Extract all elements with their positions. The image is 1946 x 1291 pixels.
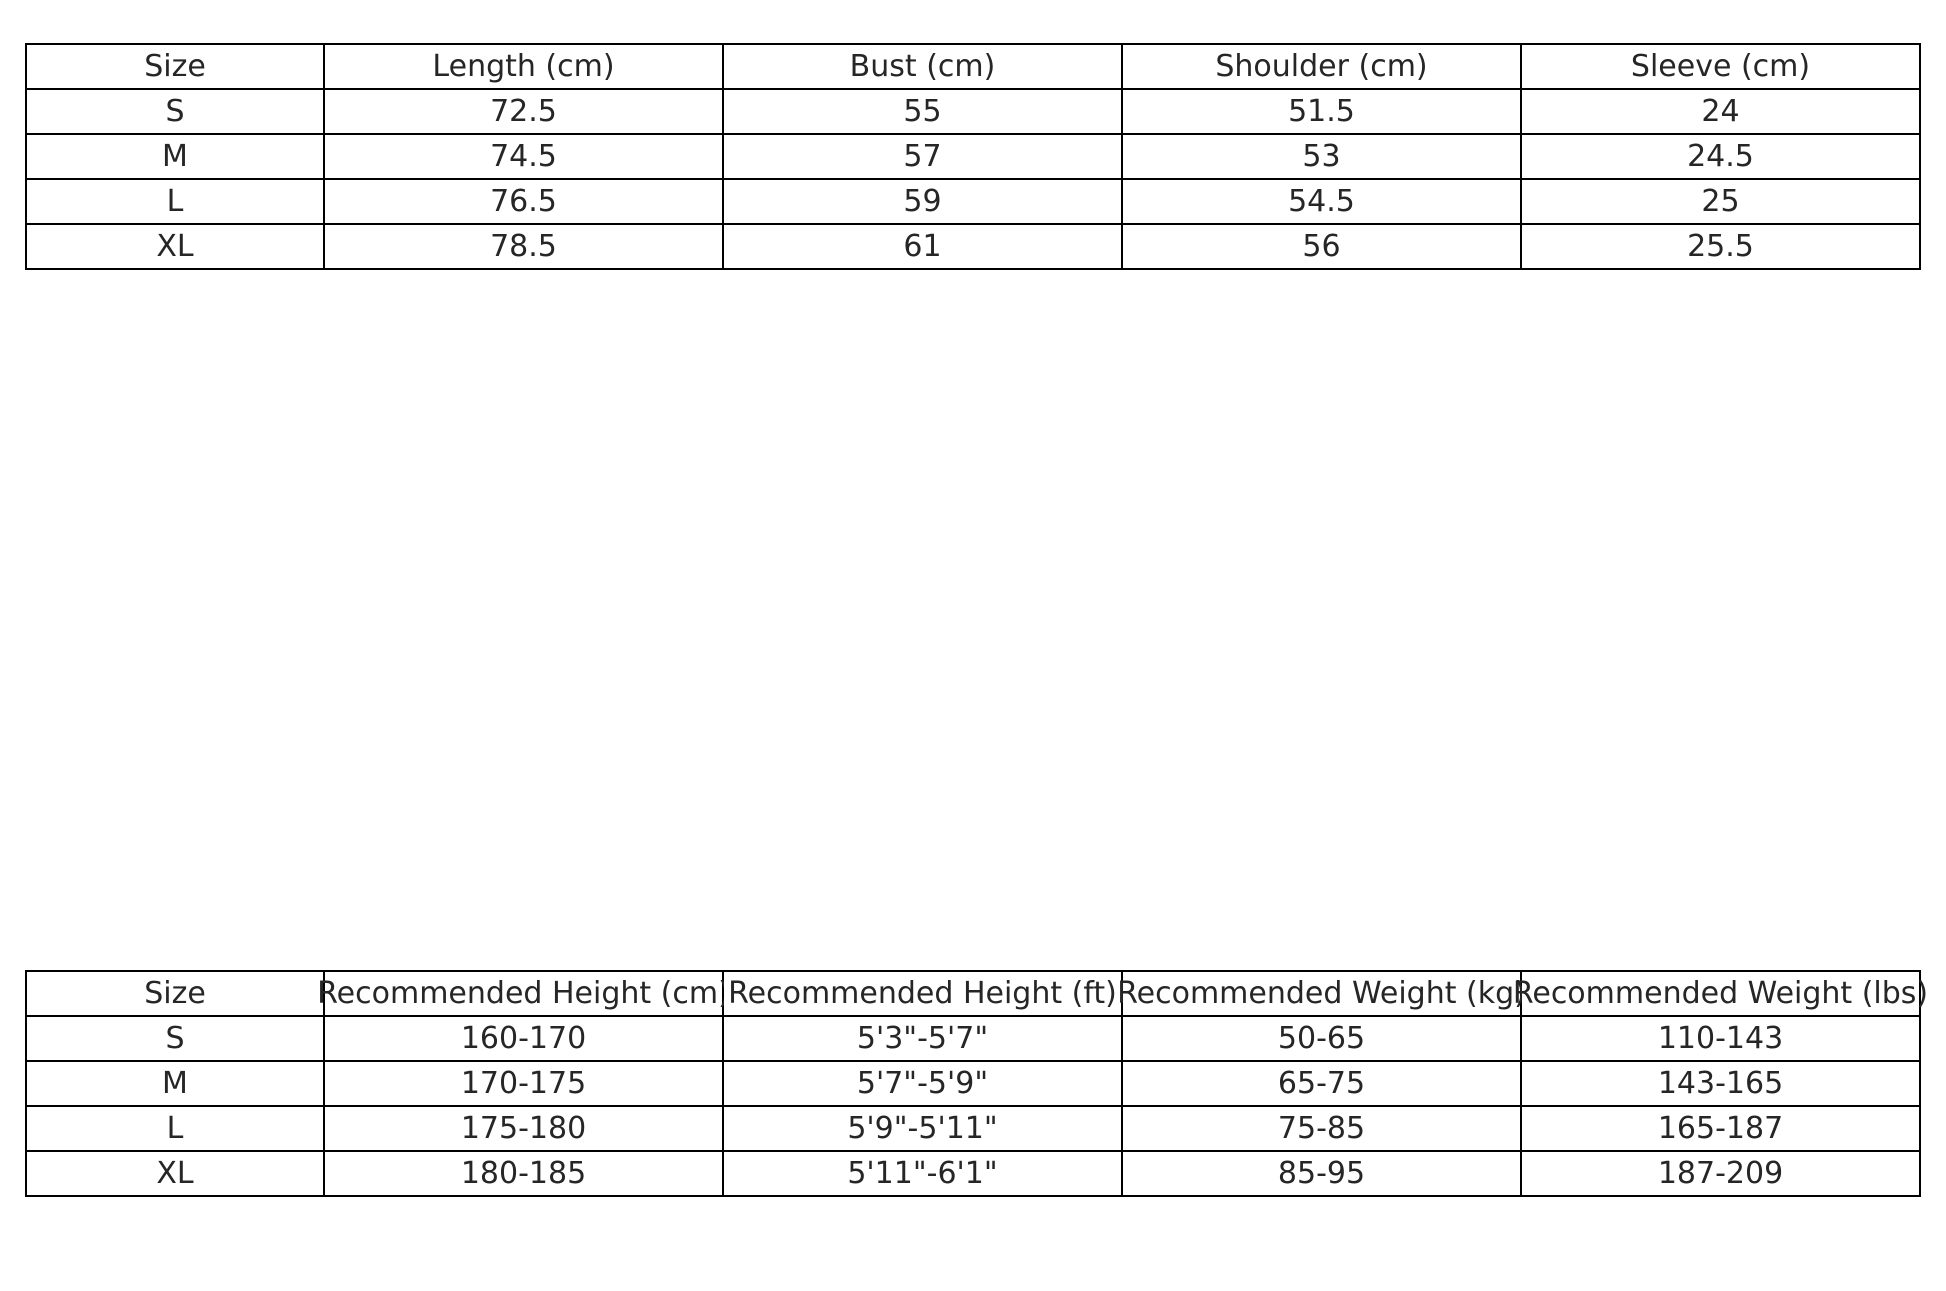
cell-height-cm: 175-180 xyxy=(323,1105,724,1152)
column-header-length: Length (cm) xyxy=(323,43,724,90)
cell-sleeve: 25 xyxy=(1520,178,1921,225)
cell-height-ft: 5'9"-5'11" xyxy=(722,1105,1123,1152)
cell-length: 78.5 xyxy=(323,223,724,270)
cell-length: 74.5 xyxy=(323,133,724,180)
cell-height-ft: 5'11"-6'1" xyxy=(722,1150,1123,1197)
cell-size: S xyxy=(25,88,325,135)
cell-bust: 55 xyxy=(722,88,1123,135)
table-row: M 170-175 5'7"-5'9" 65-75 143-165 xyxy=(25,1060,1921,1107)
column-header-recommended-height-cm-label: Recommended Height (cm) xyxy=(317,976,730,1011)
cell-height-ft: 5'7"-5'9" xyxy=(722,1060,1123,1107)
cell-size: M xyxy=(25,133,325,180)
column-header-size: Size xyxy=(25,43,325,90)
column-header-recommended-height-ft-label: Recommended Height (ft) xyxy=(728,976,1117,1011)
table-row: XL 180-185 5'11"-6'1" 85-95 187-209 xyxy=(25,1150,1921,1197)
column-header-recommended-weight-kg: Recommended Weight (kg) xyxy=(1117,970,1526,1017)
cell-shoulder: 51.5 xyxy=(1121,88,1522,135)
table-header-row: Size Recommended Height (cm) Recommended… xyxy=(25,970,1928,1017)
column-header-sleeve: Sleeve (cm) xyxy=(1520,43,1921,90)
body-recommendations-table: Size Recommended Height (cm) Recommended… xyxy=(25,970,1928,1197)
cell-bust: 61 xyxy=(722,223,1123,270)
column-header-recommended-weight-lbs: Recommended Weight (lbs) xyxy=(1513,970,1928,1017)
cell-size: L xyxy=(25,1105,325,1152)
cell-length: 76.5 xyxy=(323,178,724,225)
column-header-recommended-height-ft: Recommended Height (ft) xyxy=(722,970,1123,1017)
cell-weight-lbs: 165-187 xyxy=(1520,1105,1921,1152)
cell-length: 72.5 xyxy=(323,88,724,135)
cell-height-cm: 160-170 xyxy=(323,1015,724,1062)
cell-height-cm: 170-175 xyxy=(323,1060,724,1107)
cell-weight-lbs: 143-165 xyxy=(1520,1060,1921,1107)
cell-sleeve: 24.5 xyxy=(1520,133,1921,180)
cell-shoulder: 56 xyxy=(1121,223,1522,270)
cell-size: XL xyxy=(25,223,325,270)
column-header-shoulder: Shoulder (cm) xyxy=(1121,43,1522,90)
column-header-recommended-weight-lbs-label: Recommended Weight (lbs) xyxy=(1512,976,1929,1011)
garment-measurements-table: Size Length (cm) Bust (cm) Shoulder (cm)… xyxy=(25,43,1921,270)
cell-bust: 57 xyxy=(722,133,1123,180)
column-header-size-label: Size xyxy=(144,976,206,1011)
table-row: S 160-170 5'3"-5'7" 50-65 110-143 xyxy=(25,1015,1921,1062)
table-row: L 76.5 59 54.5 25 xyxy=(25,178,1921,225)
column-header-bust: Bust (cm) xyxy=(722,43,1123,90)
cell-size: XL xyxy=(25,1150,325,1197)
table-row: S 72.5 55 51.5 24 xyxy=(25,88,1921,135)
cell-sleeve: 25.5 xyxy=(1520,223,1921,270)
cell-height-ft: 5'3"-5'7" xyxy=(722,1015,1123,1062)
cell-size: L xyxy=(25,178,325,225)
cell-shoulder: 54.5 xyxy=(1121,178,1522,225)
cell-shoulder: 53 xyxy=(1121,133,1522,180)
cell-weight-kg: 85-95 xyxy=(1121,1150,1522,1197)
table-row: M 74.5 57 53 24.5 xyxy=(25,133,1921,180)
cell-sleeve: 24 xyxy=(1520,88,1921,135)
cell-weight-lbs: 110-143 xyxy=(1520,1015,1921,1062)
table-row: L 175-180 5'9"-5'11" 75-85 165-187 xyxy=(25,1105,1921,1152)
table-header-row: Size Length (cm) Bust (cm) Shoulder (cm)… xyxy=(25,43,1921,90)
cell-weight-kg: 65-75 xyxy=(1121,1060,1522,1107)
column-header-size: Size xyxy=(25,970,325,1017)
column-header-recommended-height-cm: Recommended Height (cm) xyxy=(317,970,730,1017)
column-header-recommended-weight-kg-label: Recommended Weight (kg) xyxy=(1117,976,1526,1011)
cell-weight-kg: 50-65 xyxy=(1121,1015,1522,1062)
cell-weight-kg: 75-85 xyxy=(1121,1105,1522,1152)
cell-size: S xyxy=(25,1015,325,1062)
cell-height-cm: 180-185 xyxy=(323,1150,724,1197)
table-row: XL 78.5 61 56 25.5 xyxy=(25,223,1921,270)
cell-bust: 59 xyxy=(722,178,1123,225)
cell-size: M xyxy=(25,1060,325,1107)
cell-weight-lbs: 187-209 xyxy=(1520,1150,1921,1197)
